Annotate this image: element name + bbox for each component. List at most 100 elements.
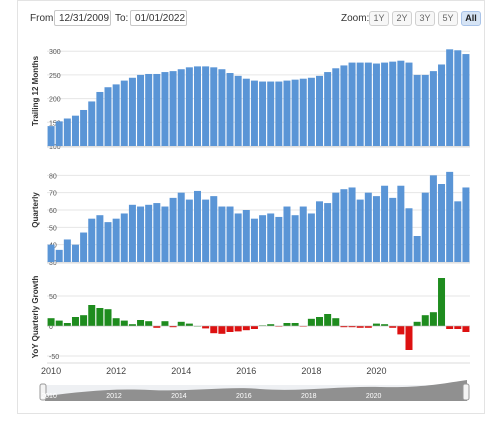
bar xyxy=(438,184,446,262)
bar xyxy=(356,326,364,328)
bar xyxy=(454,201,462,262)
bar xyxy=(145,73,153,146)
bar xyxy=(372,323,380,326)
bar xyxy=(381,185,389,262)
zoom-5y-button[interactable]: 5Y xyxy=(438,11,458,26)
y-tick-label: 50 xyxy=(49,294,57,301)
bar xyxy=(96,215,104,262)
y-tick-label: 50 xyxy=(49,225,57,232)
bar xyxy=(454,326,462,329)
bar xyxy=(193,190,201,262)
zoom-label: Zoom: xyxy=(341,13,370,24)
bar xyxy=(332,318,340,326)
bar xyxy=(169,71,177,146)
y-tick-label: 250 xyxy=(49,73,61,80)
bar xyxy=(348,326,356,328)
bar xyxy=(112,84,120,146)
bar xyxy=(153,326,161,328)
bar xyxy=(316,317,324,326)
bar xyxy=(104,309,112,326)
navigator-left-handle[interactable] xyxy=(39,383,47,401)
bar xyxy=(128,77,136,146)
bar xyxy=(96,308,104,326)
navigator-tick-label: 2020 xyxy=(366,393,382,400)
bar xyxy=(137,74,145,146)
bar xyxy=(226,206,234,262)
from-date-input[interactable]: 12/31/2009 xyxy=(54,10,111,26)
bar xyxy=(446,326,454,329)
bar xyxy=(259,81,267,146)
bar xyxy=(226,326,234,332)
bar xyxy=(218,326,226,334)
bar xyxy=(47,244,55,262)
bar xyxy=(63,323,71,326)
bar xyxy=(63,239,71,262)
bar xyxy=(283,80,291,146)
bar xyxy=(405,62,413,147)
bar xyxy=(47,318,55,326)
bar xyxy=(332,192,340,262)
bar xyxy=(324,72,332,146)
navigator-right-handle[interactable] xyxy=(462,383,470,401)
navigator-tick-label: 2016 xyxy=(236,393,252,400)
x-tick-label: 2018 xyxy=(301,366,321,376)
bar xyxy=(348,187,356,262)
zoom-all-button[interactable]: All xyxy=(461,11,481,26)
bar xyxy=(250,80,258,146)
bar xyxy=(316,75,324,146)
bar xyxy=(145,204,153,262)
y-tick-label: 80 xyxy=(49,173,57,180)
bar xyxy=(364,62,372,147)
bar xyxy=(275,81,283,146)
bar xyxy=(128,204,136,262)
bar xyxy=(381,324,389,326)
bar xyxy=(299,206,307,262)
bar xyxy=(250,326,258,329)
bar xyxy=(438,64,446,146)
y-axis-title: YoY Quarterly Growth xyxy=(31,275,40,358)
bar xyxy=(177,69,185,146)
y-tick-label: 60 xyxy=(49,208,57,215)
bar xyxy=(446,171,454,262)
bar xyxy=(80,232,88,262)
bar xyxy=(413,74,421,146)
bar xyxy=(454,50,462,146)
bar xyxy=(364,192,372,262)
y-tick-label: 70 xyxy=(49,191,57,198)
bar xyxy=(88,218,96,262)
to-date-input[interactable]: 01/01/2022 xyxy=(130,10,187,26)
bar xyxy=(250,218,258,262)
bar xyxy=(193,66,201,146)
bar xyxy=(120,213,128,262)
bar xyxy=(291,323,299,326)
navigator-series-area xyxy=(45,380,467,401)
bar xyxy=(372,196,380,262)
bar xyxy=(137,206,145,262)
bar xyxy=(104,87,112,146)
zoom-1y-button[interactable]: 1Y xyxy=(369,11,389,26)
bar xyxy=(356,199,364,262)
bar xyxy=(316,201,324,262)
bar xyxy=(128,324,136,326)
y-tick-label: 100 xyxy=(49,144,61,151)
bar xyxy=(80,315,88,326)
bar xyxy=(421,192,429,262)
bar xyxy=(210,196,218,262)
bar xyxy=(71,115,79,146)
bar xyxy=(307,77,315,146)
from-label: From: xyxy=(30,13,57,24)
y-axis-title: Trailing 12 Months xyxy=(31,55,40,126)
bar xyxy=(283,206,291,262)
bar xyxy=(405,208,413,262)
x-tick-label: 2020 xyxy=(366,366,386,376)
bar xyxy=(307,318,315,326)
zoom-2y-button[interactable]: 2Y xyxy=(392,11,412,26)
zoom-3y-button[interactable]: 3Y xyxy=(415,11,435,26)
bar xyxy=(283,323,291,326)
y-tick-label: -50 xyxy=(49,354,59,361)
bar xyxy=(446,49,454,146)
bar xyxy=(120,80,128,146)
bar xyxy=(242,78,250,146)
bar xyxy=(397,60,405,147)
